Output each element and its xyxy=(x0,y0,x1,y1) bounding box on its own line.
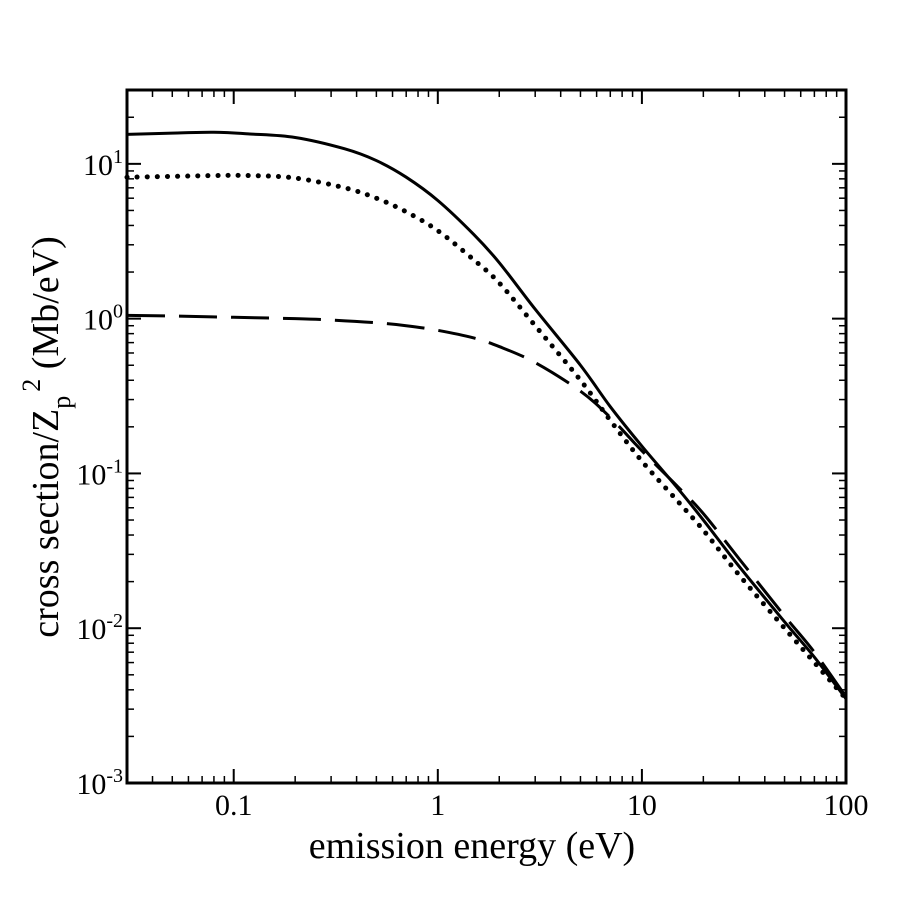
y-axis-label: cross section/Zp2 (Mb/eV) xyxy=(17,236,76,637)
minor-ticks xyxy=(127,90,846,783)
major-ticks xyxy=(127,90,847,784)
x-tick-label: 10 xyxy=(627,789,657,822)
x-tick-label: 0.1 xyxy=(215,789,253,822)
y-tick-labels: 10-3 10-2 10-1 100 101 xyxy=(76,146,123,801)
x-tick-label: 100 xyxy=(824,789,869,822)
y-tick-label: 10-1 xyxy=(76,455,123,491)
series-line-dotted xyxy=(124,172,849,702)
series-layer xyxy=(124,130,849,702)
x-tick-labels: 0.1 1 10 100 xyxy=(215,789,869,822)
series-line-dashed xyxy=(126,313,848,698)
y-axis-label-subscript: p xyxy=(47,396,76,409)
y-tick-label: 100 xyxy=(83,301,123,337)
plot-frame xyxy=(125,88,848,785)
y-tick-label: 10-3 xyxy=(76,765,123,801)
y-tick-label: 10-2 xyxy=(76,610,123,646)
y-axis-label-unit: (Mb/eV) xyxy=(25,236,67,378)
y-tick-label: 101 xyxy=(83,146,123,182)
y-axis-label-superscript: 2 xyxy=(17,379,46,392)
series-line-solid xyxy=(126,130,848,700)
x-tick-label: 1 xyxy=(430,789,445,822)
x-axis-label: emission energy (eV) xyxy=(309,825,635,867)
y-axis-label-main: cross section/Z xyxy=(25,409,67,638)
